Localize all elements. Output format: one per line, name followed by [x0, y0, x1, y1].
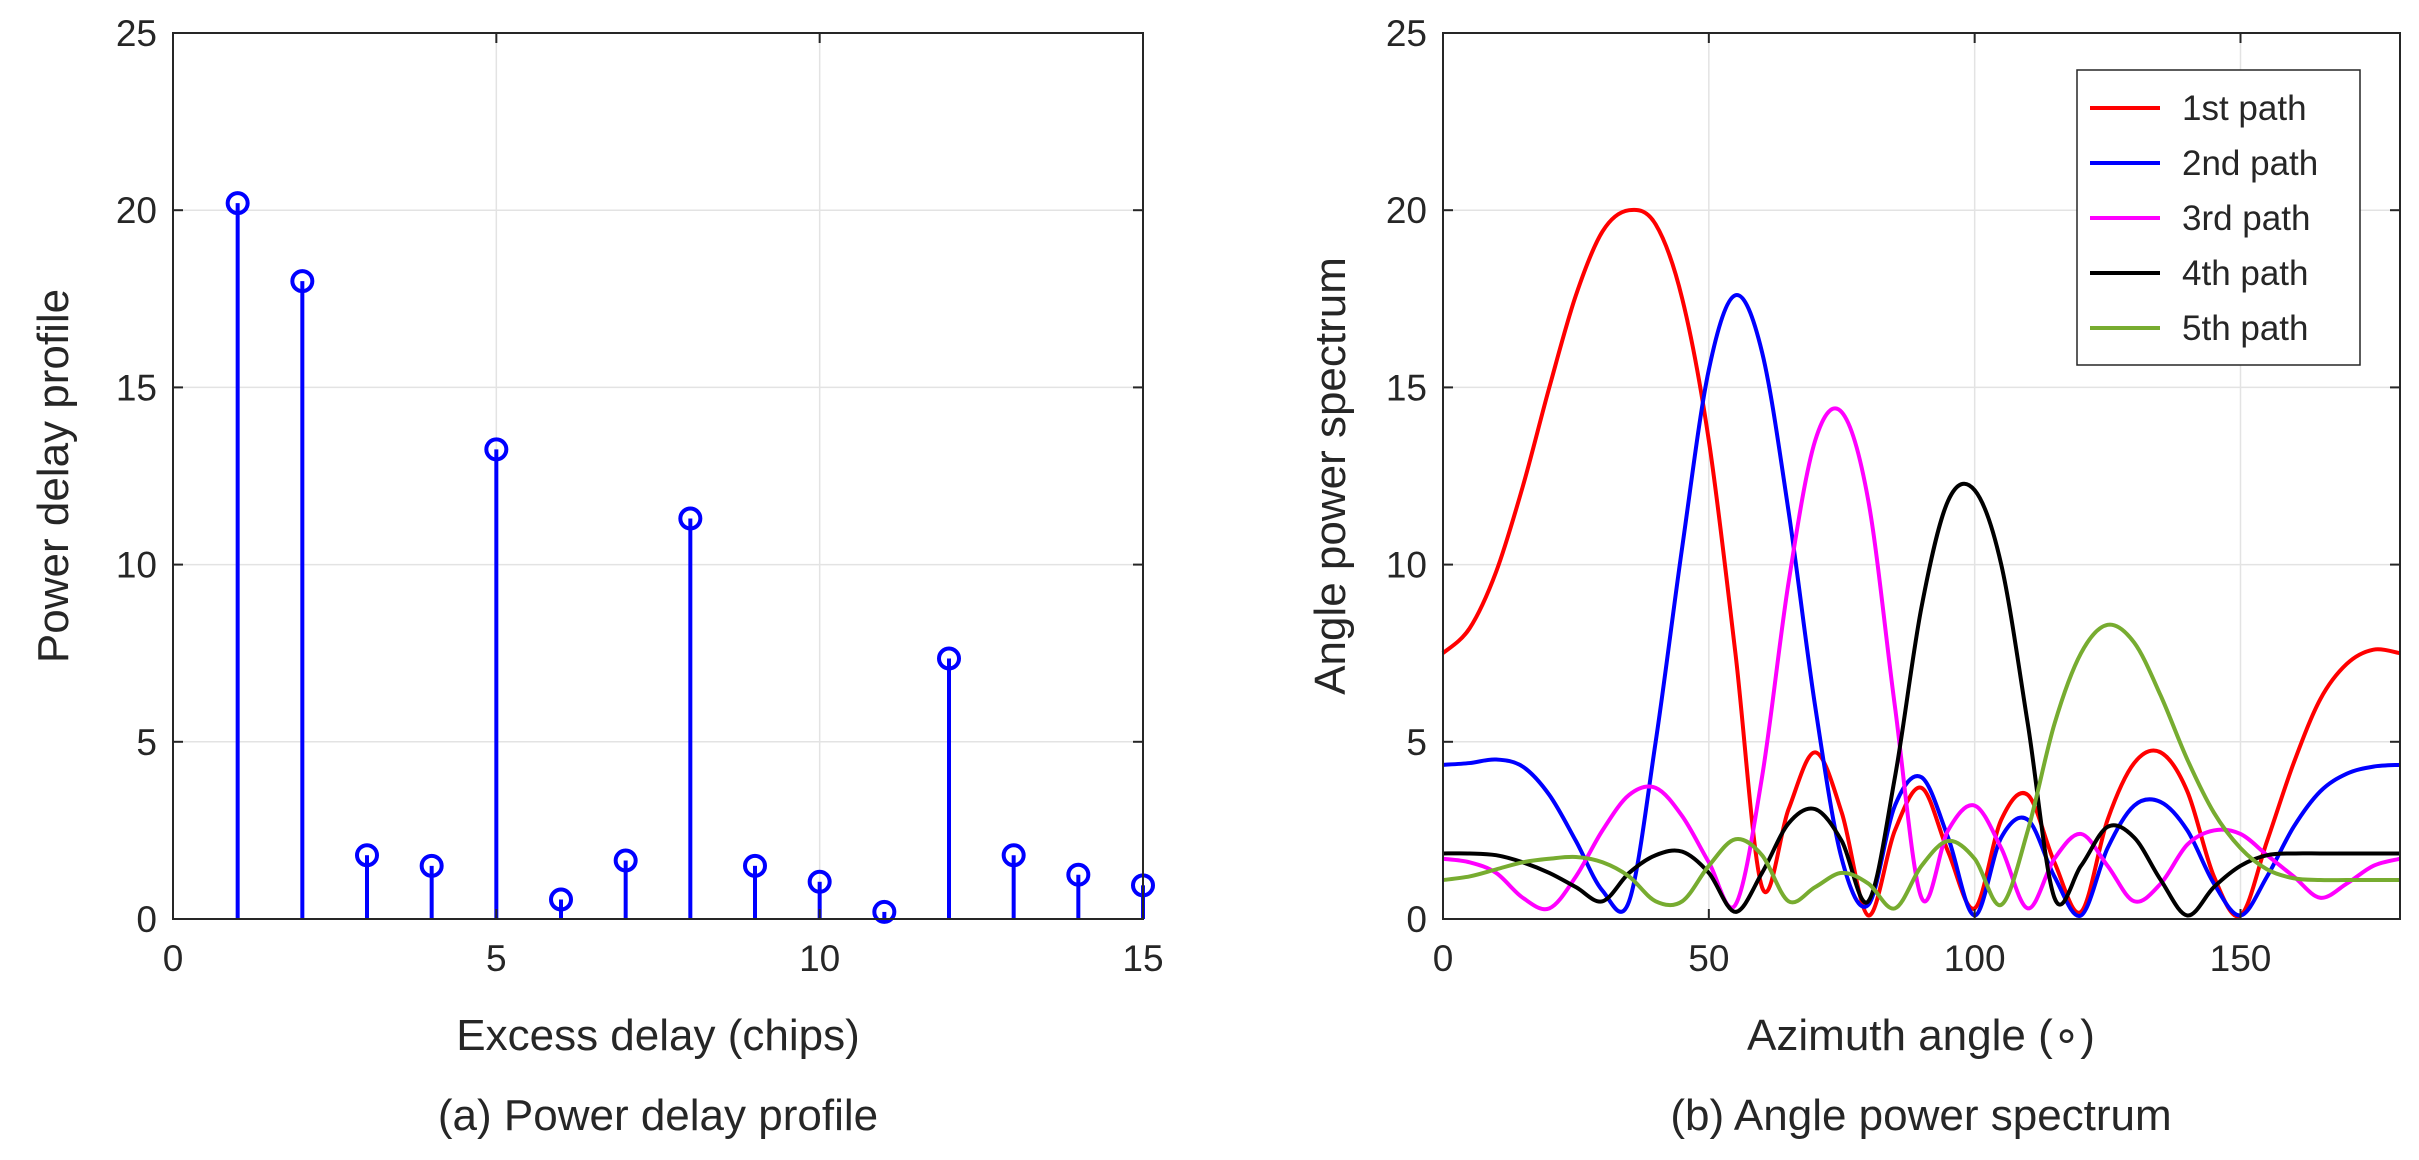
y-tick-label: 5 [1406, 722, 1427, 763]
axes-box [1442, 32, 2401, 920]
stem-series [225, 191, 1155, 924]
panel-power-delay-profile: 0 5 10 15 0 5 10 15 20 25 Excess delay (chips) Po… [29, 13, 1164, 1140]
legend-label: 2nd path [2182, 144, 2318, 183]
x-tick-label: 15 [1122, 938, 1163, 979]
stem-marker [225, 191, 250, 216]
stem-marker [355, 843, 379, 868]
stem-marker [678, 506, 703, 531]
x-tick-label: 150 [2210, 938, 2272, 979]
legend-label: 1st path [2182, 89, 2307, 128]
y-tick-label: 25 [1386, 13, 1427, 54]
y-tick-label: 10 [1386, 545, 1427, 586]
y-axis-label: Angle power spectrum [1306, 257, 1355, 695]
panel-caption: (b) Angle power spectrum [1670, 1091, 2171, 1140]
y-tick-label: 0 [1406, 899, 1427, 940]
x-axis-label: Azimuth angle (∘) [1747, 1011, 2095, 1060]
x-tick-label: 0 [163, 938, 184, 979]
legend-label: 5th path [2182, 309, 2309, 348]
y-tick-label: 10 [116, 545, 157, 586]
legend-label: 4th path [2182, 254, 2309, 293]
x-tick-label: 50 [1688, 938, 1729, 979]
x-tick-label: 0 [1433, 938, 1454, 979]
legend-label: 3rd path [2182, 199, 2310, 238]
panel-angle-power-spectrum: 0 50 100 150 0 5 10 15 20 25 Azimuth angle (∘) An… [1306, 13, 2401, 1140]
y-tick-label: 15 [116, 367, 157, 408]
y-tick-label: 20 [116, 190, 157, 231]
y-axis-label: Power delay profile [29, 289, 78, 663]
y-tick-label: 5 [136, 722, 157, 763]
y-tick-label: 15 [1386, 367, 1427, 408]
stem-marker [484, 437, 509, 462]
line-series [1441, 207, 2401, 919]
stem-marker [937, 646, 961, 671]
stem-marker [1001, 843, 1026, 868]
stem-marker [290, 269, 315, 294]
x-tick-label: 100 [1944, 938, 2006, 979]
axes-box [172, 32, 1144, 920]
y-tick-label: 20 [1386, 190, 1427, 231]
stem-marker [613, 848, 638, 873]
y-tick-label: 25 [116, 13, 157, 54]
stem-marker [872, 899, 897, 924]
stem-marker [807, 869, 832, 894]
x-tick-label: 10 [799, 938, 840, 979]
plot-area [173, 33, 1143, 919]
stem-marker [419, 853, 444, 878]
x-tick-label: 5 [486, 938, 507, 979]
y-tick-label: 0 [136, 899, 157, 940]
tick-labels: 0 50 100 150 0 5 10 15 20 25 [1386, 13, 2400, 979]
panel-caption: (a) Power delay profile [438, 1091, 878, 1140]
stem-marker [743, 853, 767, 878]
tick-labels: 0 5 10 15 0 5 10 15 20 25 [116, 13, 1164, 979]
stem-marker [1066, 862, 1091, 887]
x-axis-label: Excess delay (chips) [456, 1011, 859, 1060]
series-line-5 [1442, 622, 2400, 911]
series-line-4 [1442, 481, 2400, 918]
stem-marker [549, 887, 573, 912]
legend: 1st path 2nd path 3rd path 4th path 5th path [2076, 69, 2361, 366]
